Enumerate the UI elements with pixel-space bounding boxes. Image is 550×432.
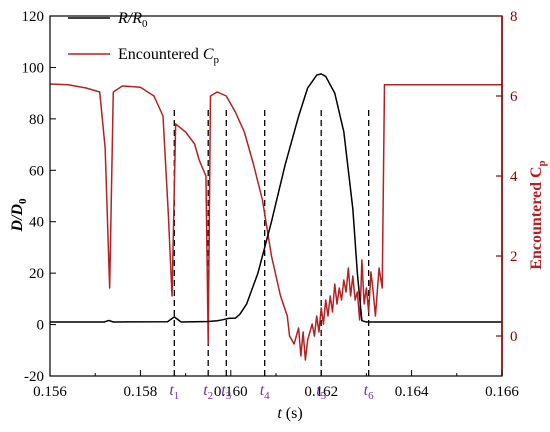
x-axis: 0.156 0.158 0.160 0.162 0.164 0.166 (33, 370, 519, 400)
time-marker-label: t6 (364, 382, 374, 402)
time-marker-label: t4 (260, 382, 270, 402)
series-line-encountered-cp (49, 83, 502, 361)
y-left-title: D/D0 (9, 198, 29, 233)
time-marker-labels: t1 t2 t3 t4 t5 t6 (169, 382, 374, 402)
y-right-title: Encountered Cp (528, 160, 548, 269)
legend: R/R0 Encountered Cp (68, 10, 220, 66)
y-left-tick-label: 80 (29, 112, 44, 128)
y-right-tick-label: 8 (510, 9, 518, 25)
y-left-tick-label: 100 (22, 60, 45, 76)
x-axis-title: t (s) (277, 405, 302, 422)
y-right-tick-label: 2 (510, 249, 518, 265)
time-marker-label: t2 (203, 382, 213, 402)
x-tick-label: 0.166 (485, 384, 519, 400)
x-tick-label: 0.160 (214, 384, 248, 400)
plot-area (49, 15, 503, 377)
time-marker-label: t5 (316, 382, 326, 402)
x-tick-label: 0.158 (124, 384, 158, 400)
y-left-tick-label: 20 (29, 266, 44, 282)
x-tick-label: 0.162 (304, 384, 338, 400)
y-left-tick-label: 60 (29, 163, 44, 179)
time-markers (173, 110, 370, 376)
time-marker-label: t3 (221, 382, 231, 402)
x-tick-label: 0.156 (33, 384, 67, 400)
y-left-tick-label: 40 (29, 215, 44, 231)
y-axis-left: -20 0 20 40 60 80 100 120 (22, 9, 56, 385)
y-left-tick-label: -20 (24, 369, 44, 385)
series-line-r-r0 (50, 73, 502, 323)
y-left-tick-label: 0 (37, 318, 45, 334)
x-tick-label: 0.164 (395, 384, 429, 400)
y-right-tick-label: 6 (510, 89, 518, 105)
series-layer (49, 73, 502, 361)
y-right-tick-label: 4 (510, 169, 518, 185)
y-axis-right: 0 2 4 6 8 (496, 9, 518, 345)
time-marker-label: t1 (169, 382, 179, 402)
y-left-tick-label: 120 (22, 9, 45, 25)
legend-label-r-r0: R/R0 (117, 10, 148, 30)
y-right-tick-label: 0 (510, 329, 518, 345)
legend-label-encountered-cp: Encountered Cp (118, 46, 220, 66)
